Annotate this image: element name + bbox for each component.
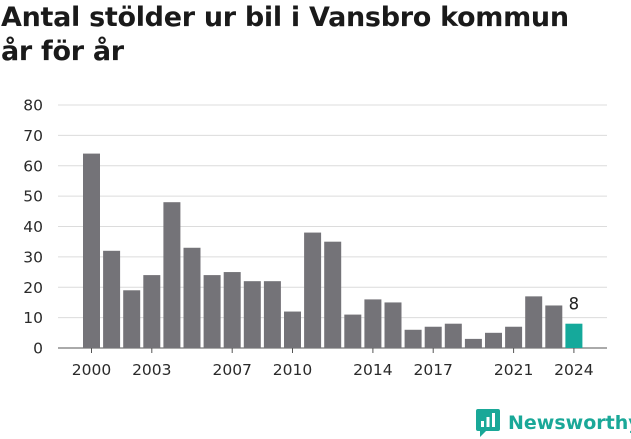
- bar: [163, 202, 181, 348]
- bar: [223, 272, 241, 348]
- bar: [384, 302, 402, 348]
- chart-logo-icon: [476, 409, 500, 437]
- bar: [485, 332, 502, 348]
- y-tick-label: 70: [23, 127, 43, 145]
- bar: [364, 299, 382, 348]
- newsworthy-logo: Newsworthy: [475, 408, 631, 438]
- y-tick-label: 30: [23, 248, 43, 266]
- y-tick-label: 50: [23, 188, 43, 206]
- x-tick-label: 2003: [132, 361, 171, 379]
- bar: [203, 275, 221, 348]
- chart-title-line-1: Antal stölder ur bil i Vansbro kommun: [1, 2, 569, 33]
- x-tick-label: 2000: [72, 361, 111, 379]
- bar: [464, 338, 482, 348]
- y-tick-label: 60: [23, 157, 43, 175]
- bar: [83, 153, 100, 348]
- y-tick-label: 0: [33, 340, 43, 358]
- highlight-bar: [565, 323, 583, 348]
- y-tick-label: 40: [23, 218, 43, 236]
- brand-name: Newsworthy: [508, 412, 631, 434]
- x-tick-label: 2010: [273, 361, 312, 379]
- y-tick-label: 20: [23, 279, 43, 297]
- y-tick-label: 10: [23, 309, 43, 327]
- data-label: 8: [569, 295, 580, 314]
- chart-title-line-2: år för år: [1, 36, 124, 67]
- bar: [444, 323, 462, 348]
- bar: [404, 329, 422, 348]
- bar: [505, 326, 523, 348]
- x-tick-label: 2014: [353, 361, 392, 379]
- chart-title: Antal stölder ur bil i Vansbro kommun år…: [1, 1, 626, 69]
- bar: [143, 275, 161, 348]
- x-tick-label: 2024: [554, 361, 593, 379]
- bar: [263, 281, 281, 348]
- x-tick-label: 2017: [413, 361, 452, 379]
- bar: [424, 326, 442, 348]
- bar: [284, 311, 301, 348]
- x-tick-label: 2007: [212, 361, 251, 379]
- bar: [525, 296, 543, 348]
- bar: [545, 305, 563, 348]
- bar: [324, 241, 342, 348]
- bar: [103, 250, 121, 348]
- bar: [183, 247, 201, 348]
- bar: [123, 290, 141, 348]
- bar: [344, 314, 362, 348]
- y-tick-label: 80: [23, 97, 43, 115]
- bar: [304, 232, 322, 348]
- x-tick-label: 2021: [494, 361, 533, 379]
- bar: [243, 281, 261, 348]
